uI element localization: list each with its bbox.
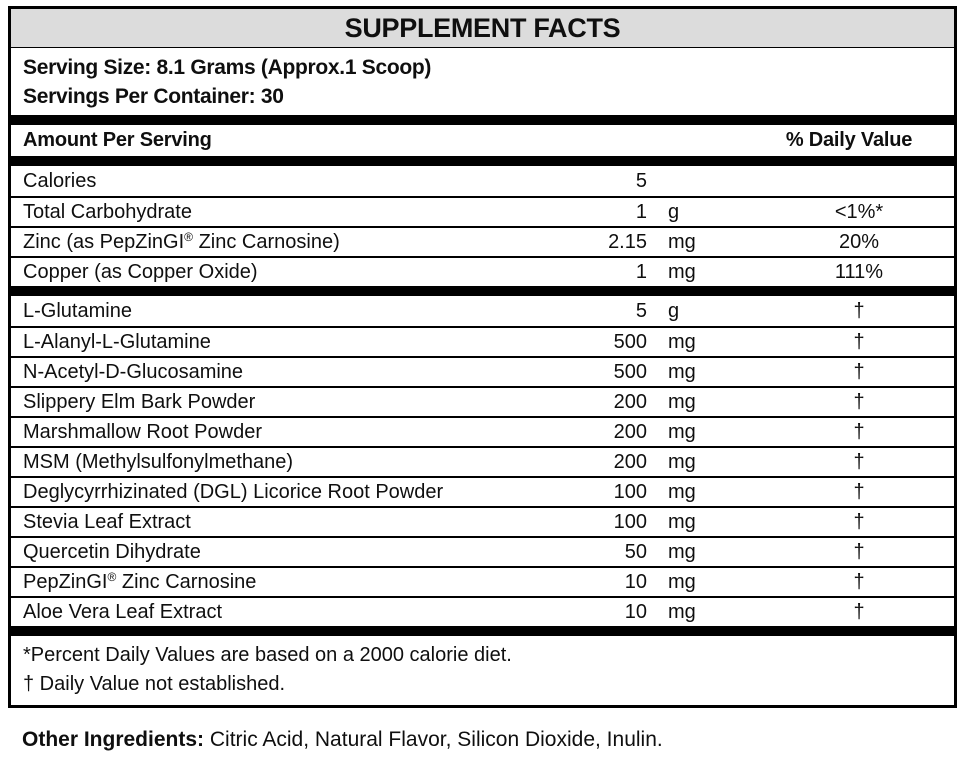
- table-row: Slippery Elm Bark Powder 200 mg †: [11, 386, 954, 416]
- ingredient-amount: 200: [613, 390, 647, 413]
- serving-info-section: Serving Size: 8.1 Grams (Approx.1 Scoop)…: [11, 48, 954, 115]
- ingredient-amount: 100: [613, 510, 647, 533]
- table-row: Copper (as Copper Oxide) 1 mg 111%: [11, 256, 954, 286]
- ingredient-amount: 200: [613, 450, 647, 473]
- footnote-dagger: † Daily Value not established.: [23, 673, 286, 695]
- ingredient-daily-value: †: [853, 600, 865, 623]
- ingredient-daily-value: †: [853, 299, 865, 322]
- other-ingredients-label: Other Ingredients:: [22, 728, 205, 751]
- ingredient-amount: 10: [624, 570, 647, 593]
- section-divider-bar: [11, 115, 954, 125]
- ingredient-name: Slippery Elm Bark Powder: [23, 390, 256, 413]
- table-row: Deglycyrrhizinated (DGL) Licorice Root P…: [11, 476, 954, 506]
- ingredient-name: L-Glutamine: [23, 299, 132, 322]
- ingredient-amount: 5: [635, 299, 647, 322]
- table-row: Total Carbohydrate 1 g <1%*: [11, 196, 954, 226]
- table-row: Stevia Leaf Extract 100 mg †: [11, 506, 954, 536]
- ingredient-unit: mg: [668, 390, 696, 413]
- ingredient-amount: 5: [635, 169, 647, 192]
- ingredient-name: Deglycyrrhizinated (DGL) Licorice Root P…: [23, 480, 444, 503]
- ingredient-daily-value: †: [853, 570, 865, 593]
- ingredient-name: Total Carbohydrate: [23, 200, 192, 223]
- table-row: Quercetin Dihydrate 50 mg †: [11, 536, 954, 566]
- ingredient-unit: mg: [668, 600, 696, 623]
- ingredient-name: Marshmallow Root Powder: [23, 420, 262, 443]
- ingredient-name: N-Acetyl-D-Glucosamine: [23, 360, 244, 383]
- serving-size-line: Serving Size: 8.1 Grams (Approx.1 Scoop): [23, 56, 432, 79]
- ingredient-amount: 500: [613, 360, 647, 383]
- ingredient-name: PepZinGI® Zinc Carnosine: [23, 569, 257, 593]
- ingredient-daily-value: †: [853, 450, 865, 473]
- ingredient-daily-value: †: [853, 420, 865, 443]
- panel-title: SUPPLEMENT FACTS: [344, 12, 621, 43]
- ingredient-daily-value: †: [853, 480, 865, 503]
- table-row: Aloe Vera Leaf Extract 10 mg †: [11, 596, 954, 626]
- ingredient-amount: 50: [624, 540, 647, 563]
- daily-value-header: % Daily Value: [785, 129, 913, 151]
- section-divider-bar: [11, 286, 954, 296]
- ingredient-unit: mg: [668, 450, 696, 473]
- table-header-row: Amount Per Serving % Daily Value: [11, 125, 954, 156]
- footnote-daily-values: *Percent Daily Values are based on a 200…: [23, 644, 512, 666]
- ingredient-unit: mg: [668, 510, 696, 533]
- ingredient-name: Quercetin Dihydrate: [23, 540, 201, 563]
- table-row: L-Alanyl-L-Glutamine 500 mg †: [11, 326, 954, 356]
- ingredient-name: MSM (Methylsulfonylmethane): [23, 450, 294, 473]
- ingredient-unit: g: [668, 200, 680, 223]
- table-row: Zinc (as PepZinGI® Zinc Carnosine) 2.15 …: [11, 226, 954, 256]
- ingredient-name: Aloe Vera Leaf Extract: [23, 600, 223, 623]
- ingredient-daily-value: 20%: [838, 230, 880, 253]
- ingredient-unit: mg: [668, 330, 696, 353]
- ingredient-name: L-Alanyl-L-Glutamine: [23, 330, 211, 353]
- ingredient-unit: mg: [668, 480, 696, 503]
- ingredient-unit: g: [668, 299, 680, 322]
- servings-per-container-line: Servings Per Container: 30: [23, 85, 284, 108]
- ingredient-daily-value: <1%*: [834, 200, 884, 223]
- ingredient-daily-value: †: [853, 540, 865, 563]
- other-ingredients-text: Citric Acid, Natural Flavor, Silicon Dio…: [209, 728, 663, 751]
- ingredient-unit: mg: [668, 360, 696, 383]
- ingredient-daily-value: 111%: [834, 260, 884, 283]
- ingredient-name: Zinc (as PepZinGI® Zinc Carnosine): [23, 229, 340, 253]
- ingredient-name: Stevia Leaf Extract: [23, 510, 191, 533]
- ingredient-unit: mg: [668, 540, 696, 563]
- table-row: PepZinGI® Zinc Carnosine 10 mg †: [11, 566, 954, 596]
- section-divider-bar: [11, 626, 954, 636]
- other-ingredients-line: Other Ingredients: Citric Acid, Natural …: [22, 726, 663, 754]
- ingredient-daily-value: †: [853, 360, 865, 383]
- ingredient-daily-value: †: [853, 330, 865, 353]
- table-row: N-Acetyl-D-Glucosamine 500 mg †: [11, 356, 954, 386]
- ingredient-unit: mg: [668, 260, 696, 283]
- ingredient-name: Copper (as Copper Oxide): [23, 260, 258, 283]
- ingredient-unit: mg: [668, 230, 696, 253]
- panel-title-bar: SUPPLEMENT FACTS: [11, 9, 954, 48]
- ingredient-amount: 500: [613, 330, 647, 353]
- footnotes-section: *Percent Daily Values are based on a 200…: [11, 636, 954, 705]
- nutrient-rows-group: Calories 5 Total Carbohydrate 1 g <1%* Z…: [11, 166, 954, 286]
- ingredient-amount: 1: [635, 260, 647, 283]
- table-row: MSM (Methylsulfonylmethane) 200 mg †: [11, 446, 954, 476]
- ingredient-name: Calories: [23, 169, 97, 192]
- table-row: Marshmallow Root Powder 200 mg †: [11, 416, 954, 446]
- amount-per-serving-header: Amount Per Serving: [23, 129, 212, 151]
- ingredient-daily-value: †: [853, 510, 865, 533]
- ingredient-amount: 10: [624, 600, 647, 623]
- herbal-rows-group: L-Glutamine 5 g † L-Alanyl-L-Glutamine 5…: [11, 296, 954, 626]
- supplement-facts-panel: SUPPLEMENT FACTS Serving Size: 8.1 Grams…: [8, 6, 957, 708]
- table-row: L-Glutamine 5 g †: [11, 296, 954, 326]
- ingredient-amount: 200: [613, 420, 647, 443]
- ingredient-unit: mg: [668, 420, 696, 443]
- ingredient-daily-value: †: [853, 390, 865, 413]
- ingredient-amount: 1: [635, 200, 647, 223]
- ingredient-unit: mg: [668, 570, 696, 593]
- section-divider-bar: [11, 156, 954, 166]
- ingredient-amount: 100: [613, 480, 647, 503]
- table-row: Calories 5: [11, 166, 954, 196]
- ingredient-amount: 2.15: [608, 230, 647, 253]
